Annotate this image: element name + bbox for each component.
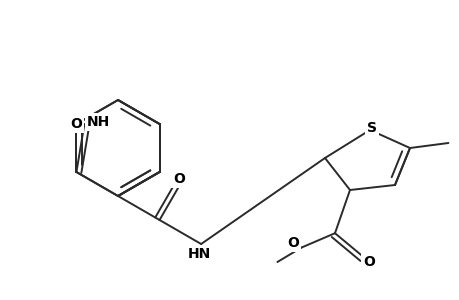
Text: S: S: [366, 121, 376, 135]
Text: O: O: [70, 117, 82, 131]
Text: O: O: [362, 255, 374, 269]
Text: O: O: [173, 172, 185, 186]
Text: HN: HN: [187, 247, 210, 261]
Text: O: O: [287, 236, 299, 250]
Text: NH: NH: [87, 115, 110, 129]
